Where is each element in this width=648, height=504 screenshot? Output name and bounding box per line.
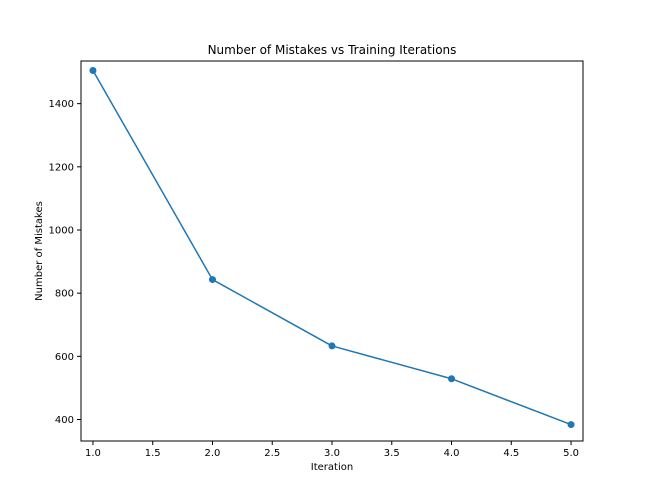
- x-tick-label: 4.0: [444, 448, 460, 459]
- plot-area: [89, 66, 575, 429]
- y-tick-label: 600: [55, 352, 74, 363]
- x-axis-label: Iteration: [311, 462, 353, 473]
- x-tick-label: 3.5: [384, 448, 400, 459]
- data-point: [448, 375, 456, 383]
- data-point: [328, 342, 336, 350]
- y-tick-label: 1400: [49, 99, 74, 110]
- x-tick-label: 1.0: [85, 448, 101, 459]
- y-axis-label: Number of Mistakes: [34, 201, 45, 301]
- y-tick-label: 1200: [49, 162, 74, 173]
- y-tick-label: 1000: [49, 225, 74, 236]
- x-tick-label: 2.0: [205, 448, 221, 459]
- y-tick-label: 400: [55, 415, 74, 426]
- x-tick-label: 5.0: [563, 448, 579, 459]
- data-point: [567, 421, 575, 429]
- x-tick-label: 4.5: [503, 448, 519, 459]
- data-point: [89, 66, 97, 74]
- x-tick-label: 1.5: [145, 448, 161, 459]
- x-tick-label: 2.5: [264, 448, 280, 459]
- x-tick-label: 3.0: [324, 448, 340, 459]
- y-tick-label: 800: [55, 289, 74, 300]
- chart-title: Number of Mistakes vs Training Iteration…: [208, 43, 457, 57]
- data-point: [208, 276, 216, 284]
